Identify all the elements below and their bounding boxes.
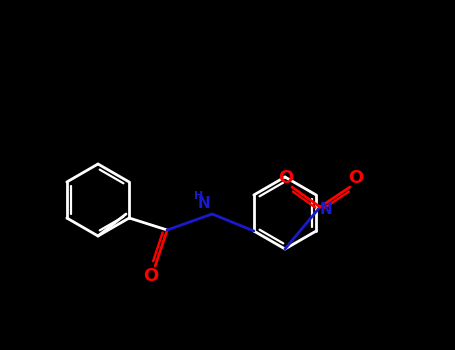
Text: O: O <box>143 267 159 285</box>
Text: N: N <box>319 202 332 217</box>
Text: N: N <box>198 196 211 210</box>
Text: O: O <box>278 169 293 187</box>
Text: O: O <box>349 169 364 187</box>
Text: H: H <box>193 191 203 201</box>
